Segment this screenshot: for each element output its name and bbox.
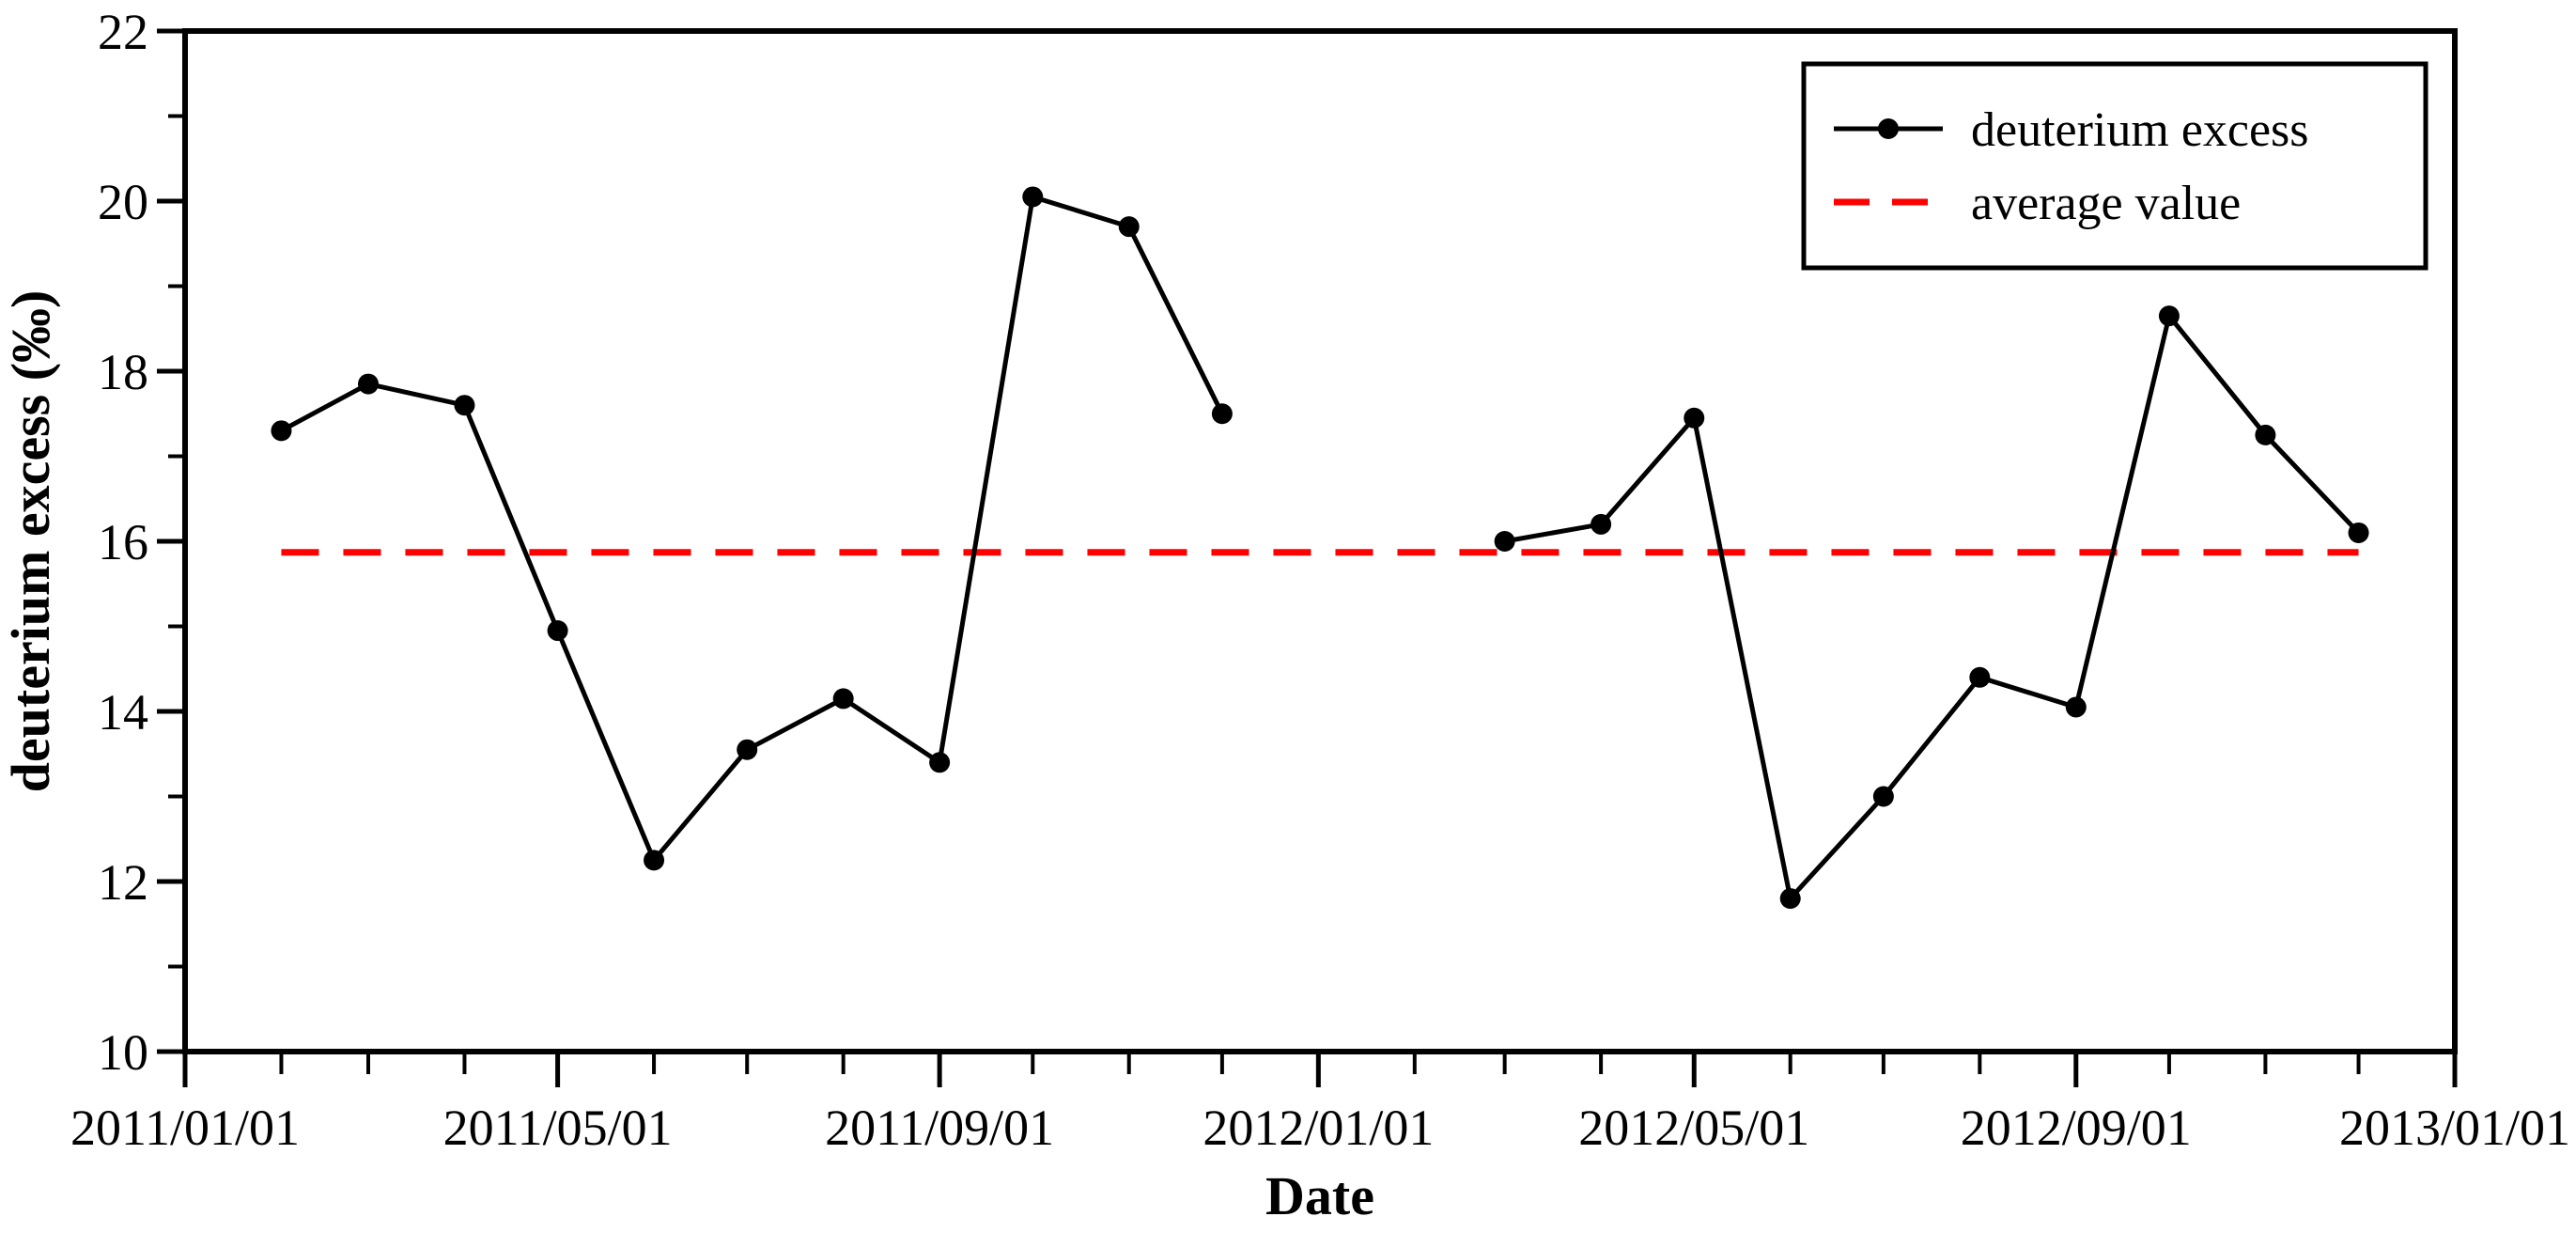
y-axis-title: deuterium excess (‰) — [0, 290, 61, 793]
data-point-marker — [358, 374, 379, 395]
data-point-marker — [271, 420, 291, 441]
data-point-marker — [1969, 667, 1990, 688]
x-axis-title: Date — [1265, 1165, 1374, 1226]
data-point-marker — [1495, 531, 1515, 552]
x-axis-tick-labels: 2011/01/01 2011/05/01 2011/09/01 2012/01/01… — [70, 1100, 2570, 1156]
data-point-marker — [548, 620, 568, 641]
data-point-marker — [1119, 216, 1140, 237]
x-tick-label: 2012/05/01 — [1578, 1100, 1809, 1156]
series-line-segment — [1505, 316, 2359, 898]
data-point-marker — [1591, 514, 1611, 535]
data-point-marker — [1780, 888, 1801, 909]
legend-box — [1804, 64, 2426, 268]
plot-canvas: 10121416182022 2011/01/012011/05/012011/… — [0, 0, 2576, 1248]
x-axis-major-ticks — [185, 1052, 2455, 1087]
y-tick-label: 18 — [98, 344, 148, 400]
x-tick-label: 2011/05/01 — [443, 1100, 673, 1156]
legend-label-average: average value — [1971, 177, 2241, 230]
data-point-marker — [1684, 408, 1704, 429]
y-axis-tick-labels: 10 12 14 16 18 20 22 — [98, 4, 148, 1081]
deuterium-excess-series — [271, 186, 2368, 909]
x-tick-label: 2013/01/01 — [2339, 1100, 2570, 1156]
legend-circle-marker-icon — [1878, 118, 1899, 139]
data-point-marker — [833, 688, 854, 709]
data-point-marker — [2255, 425, 2275, 445]
data-point-marker — [1873, 787, 1894, 807]
y-tick-label: 12 — [98, 854, 148, 911]
data-point-marker — [2349, 523, 2369, 543]
data-point-marker — [737, 740, 757, 760]
data-point-marker — [929, 752, 950, 772]
y-axis-major-ticks — [157, 31, 185, 1052]
x-tick-label: 2011/09/01 — [825, 1100, 1054, 1156]
x-tick-label: 2012/01/01 — [1203, 1100, 1434, 1156]
data-point-marker — [2159, 305, 2180, 326]
x-tick-label: 2011/01/01 — [70, 1100, 300, 1156]
data-point-marker — [644, 850, 664, 870]
series-line-segment — [281, 196, 1221, 860]
y-tick-label: 10 — [98, 1024, 148, 1081]
data-point-marker — [2066, 696, 2087, 717]
data-point-marker — [1212, 403, 1233, 424]
y-tick-label: 22 — [98, 4, 148, 60]
y-tick-label: 20 — [98, 174, 148, 230]
legend: deuterium excess average value — [1804, 64, 2426, 268]
deuterium-excess-chart: 10121416182022 2011/01/012011/05/012011/… — [0, 0, 2576, 1248]
y-tick-label: 14 — [98, 684, 148, 741]
data-point-marker — [1022, 186, 1043, 207]
data-point-marker — [454, 395, 474, 415]
y-tick-label: 16 — [98, 514, 148, 570]
legend-label-deuterium: deuterium excess — [1971, 103, 2309, 157]
x-tick-label: 2012/09/01 — [1961, 1100, 2192, 1156]
